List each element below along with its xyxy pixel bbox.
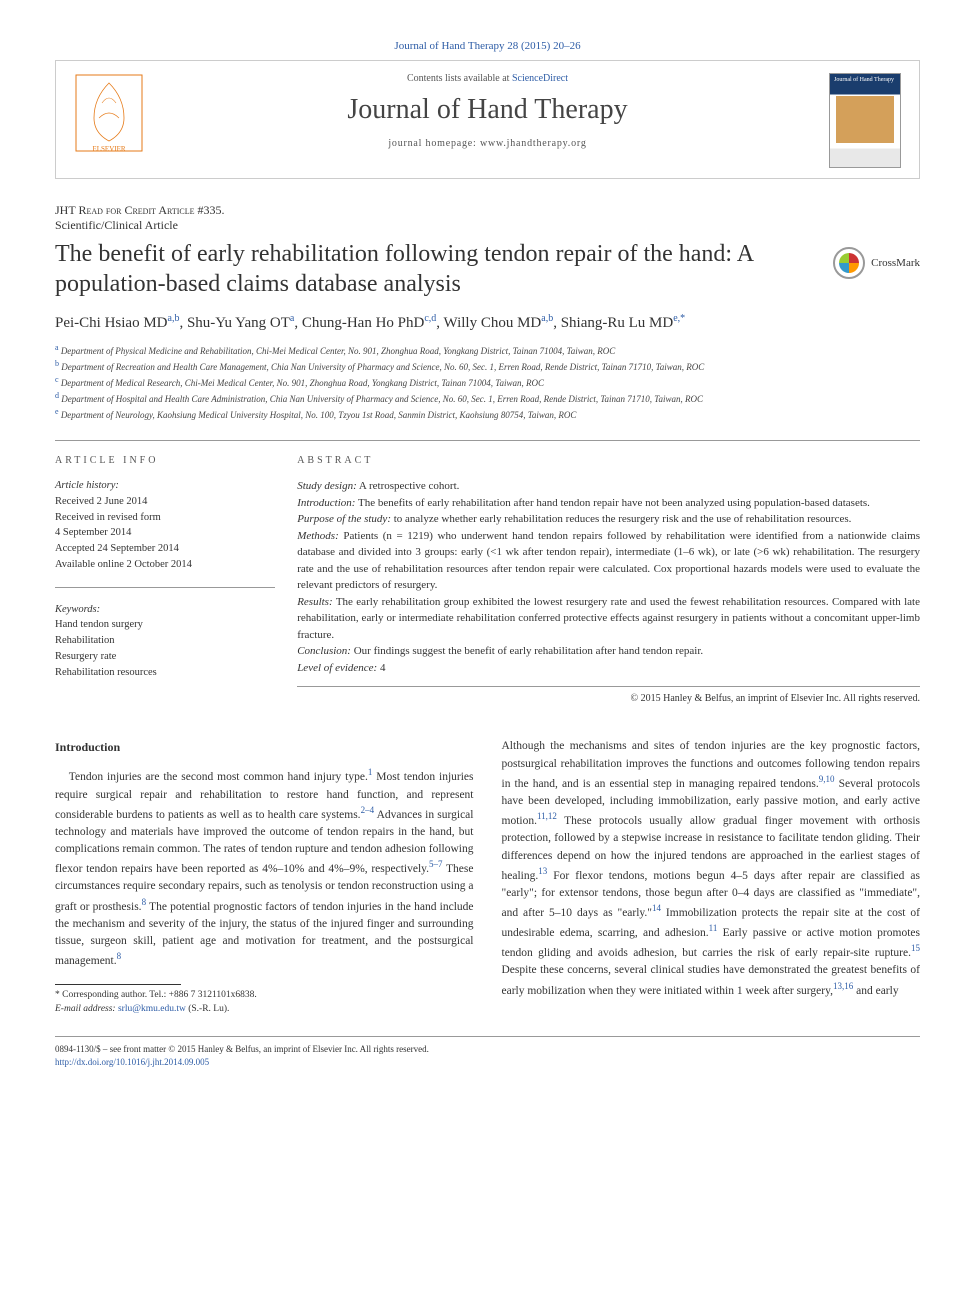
article-info-column: article info Article history: Received 2… bbox=[55, 440, 297, 708]
corresponding-author: * Corresponding author. Tel.: +886 7 312… bbox=[55, 989, 474, 1002]
journal-homepage: journal homepage: www.jhandtherapy.org bbox=[156, 138, 819, 149]
corresponding-email: E-mail address: srlu@kmu.edu.tw (S.-R. L… bbox=[55, 1003, 474, 1016]
contents-available: Contents lists available at ScienceDirec… bbox=[156, 73, 819, 84]
doi-link[interactable]: http://dx.doi.org/10.1016/j.jht.2014.09.… bbox=[55, 1057, 209, 1067]
homepage-url[interactable]: www.jhandtherapy.org bbox=[480, 138, 587, 149]
article-info-heading: article info bbox=[55, 455, 275, 466]
crossmark-label: CrossMark bbox=[871, 257, 920, 269]
email-link[interactable]: srlu@kmu.edu.tw bbox=[118, 1004, 186, 1014]
body-paragraph: Although the mechanisms and sites of ten… bbox=[502, 738, 921, 999]
page: Journal of Hand Therapy 28 (2015) 20–26 … bbox=[0, 0, 975, 1108]
body-paragraph: Tendon injuries are the second most comm… bbox=[55, 766, 474, 970]
history-label: Article history: bbox=[55, 478, 275, 494]
svg-text:ELSEVIER: ELSEVIER bbox=[92, 145, 125, 153]
abstract-column: abstract Study design: A retrospective c… bbox=[297, 440, 920, 708]
affiliations: a Department of Physical Medicine and Re… bbox=[55, 342, 920, 422]
article-history: Article history: Received 2 June 2014Rec… bbox=[55, 478, 275, 588]
crossmark-badge[interactable]: CrossMark bbox=[833, 247, 920, 279]
cover-title: Journal of Hand Therapy bbox=[834, 77, 894, 84]
footnote-rule bbox=[55, 984, 181, 985]
article-subtype: Scientific/Clinical Article bbox=[55, 218, 920, 233]
footer-rule bbox=[55, 1036, 920, 1037]
elsevier-logo: ELSEVIER bbox=[74, 73, 144, 153]
keywords-label: Keywords: bbox=[55, 602, 275, 618]
crossmark-icon bbox=[833, 247, 865, 279]
keywords-block: Keywords: Hand tendon surgeryRehabilitat… bbox=[55, 602, 275, 695]
article-body: Introduction Tendon injuries are the sec… bbox=[55, 738, 920, 1015]
journal-header: ELSEVIER Contents lists available at Sci… bbox=[55, 60, 920, 179]
citation-line: Journal of Hand Therapy 28 (2015) 20–26 bbox=[55, 40, 920, 52]
journal-name: Journal of Hand Therapy bbox=[156, 94, 819, 126]
front-matter-line: 0894-1130/$ – see front matter © 2015 Ha… bbox=[55, 1043, 920, 1056]
abstract-copyright: © 2015 Hanley & Belfus, an imprint of El… bbox=[297, 693, 920, 704]
author-list: Pei-Chi Hsiao MDa,b, Shu-Yu Yang OTa, Ch… bbox=[55, 313, 920, 332]
abstract-heading: abstract bbox=[297, 455, 920, 466]
page-footer: 0894-1130/$ – see front matter © 2015 Ha… bbox=[55, 1043, 920, 1068]
abstract-body: Study design: A retrospective cohort.Int… bbox=[297, 478, 920, 687]
sciencedirect-link[interactable]: ScienceDirect bbox=[512, 73, 568, 84]
journal-cover-thumbnail: Journal of Hand Therapy bbox=[829, 73, 901, 168]
article-title: The benefit of early rehabilitation foll… bbox=[55, 239, 813, 299]
footnotes: * Corresponding author. Tel.: +886 7 312… bbox=[55, 989, 474, 1016]
article-credit-line: JHT Read for Credit Article #335. bbox=[55, 203, 920, 218]
introduction-heading: Introduction bbox=[55, 738, 474, 756]
